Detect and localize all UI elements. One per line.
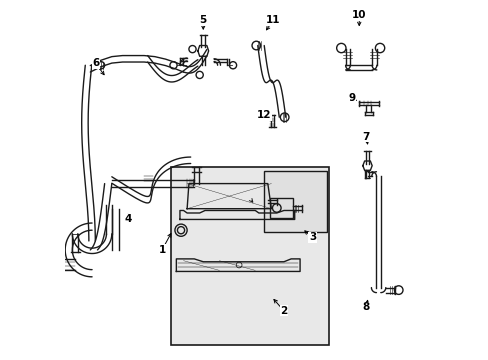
- Text: 5: 5: [199, 15, 206, 26]
- Text: 7: 7: [362, 132, 369, 142]
- Bar: [264, 171, 326, 232]
- Bar: [269, 198, 292, 218]
- Text: 8: 8: [362, 302, 369, 312]
- Text: 1: 1: [158, 245, 165, 255]
- Text: 2: 2: [280, 306, 287, 316]
- Text: 9: 9: [348, 93, 355, 103]
- Text: 12: 12: [257, 111, 271, 121]
- Text: 3: 3: [308, 232, 316, 242]
- Text: 10: 10: [351, 10, 366, 20]
- Bar: [171, 167, 328, 345]
- Text: 4: 4: [124, 215, 131, 224]
- Text: 11: 11: [265, 15, 280, 26]
- Text: 6: 6: [92, 58, 99, 68]
